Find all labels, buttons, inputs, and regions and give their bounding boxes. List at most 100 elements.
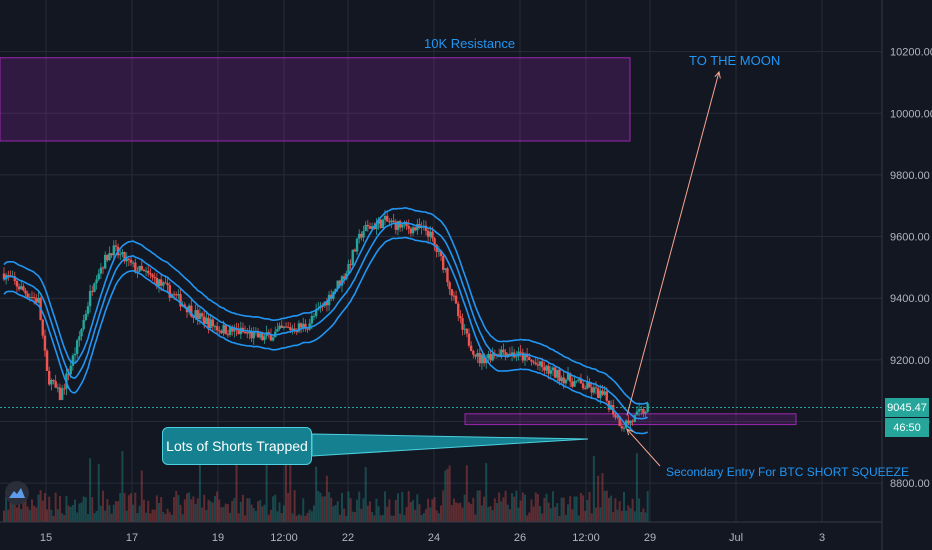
volume-bar (429, 507, 432, 522)
volume-bar (332, 506, 335, 522)
x-tick-label: 12:00 (270, 532, 298, 544)
moon-label: TO THE MOON (689, 53, 781, 68)
volume-bar (379, 515, 382, 522)
candle-body (644, 411, 647, 414)
candle-body (101, 267, 105, 269)
candle-body (429, 231, 432, 237)
volume-bar (493, 498, 496, 522)
candle-body (310, 316, 314, 324)
volume-bar (291, 513, 294, 522)
candle-body (56, 387, 60, 389)
volume-bar (358, 491, 361, 522)
volume-bar (375, 498, 378, 522)
candle-body (599, 390, 602, 398)
x-tick-label: 26 (514, 532, 526, 544)
candle-body (168, 285, 171, 298)
candle-body (280, 325, 283, 328)
candle-body (620, 426, 624, 429)
volume-bar (203, 494, 206, 522)
candle-body (398, 220, 402, 228)
volume-bar (319, 492, 322, 522)
candle-body (271, 337, 275, 341)
volume-bar (403, 515, 406, 522)
shorts-trapped-callout[interactable]: Lots of Shorts Trapped (162, 427, 312, 465)
candle-body (164, 282, 167, 284)
volume-bar (590, 513, 593, 522)
candle-body (562, 377, 565, 384)
volume-bar (110, 513, 113, 522)
volume-bar (347, 491, 350, 522)
candle-body (84, 313, 88, 320)
candle-body (209, 319, 212, 329)
volume-bar (455, 502, 458, 522)
volume-bar (289, 463, 292, 522)
candle-body (528, 357, 531, 361)
volume-bar (539, 505, 542, 522)
candle-body (112, 245, 115, 256)
candle-body (26, 293, 29, 298)
tradingview-logo-icon[interactable] (5, 481, 29, 505)
volume-bar (287, 492, 290, 522)
volume-bar (541, 513, 544, 522)
candle-body (30, 297, 34, 299)
volume-bar (67, 505, 70, 522)
candle-body (207, 317, 210, 329)
candle-body (13, 276, 16, 281)
candle-body (450, 289, 453, 296)
candle-body (69, 365, 72, 375)
volume-bar (153, 509, 156, 522)
volume-bar (138, 505, 141, 522)
volume-bar (99, 505, 102, 522)
volume-bar (534, 492, 537, 522)
candle-body (2, 273, 6, 280)
volume-bar (130, 493, 133, 522)
volume-bar (390, 515, 393, 522)
candle-body (642, 408, 645, 414)
candle-body (543, 367, 546, 371)
candle-body (577, 379, 580, 381)
candle-body (601, 390, 604, 395)
candle-body (370, 226, 374, 229)
candle-body (345, 273, 348, 280)
volume-bar (420, 514, 423, 522)
candle-body (203, 316, 206, 324)
candle-body (86, 306, 90, 314)
volume-bar (306, 512, 309, 522)
y-tick-label: 10200.00 (890, 47, 932, 59)
candle-body (215, 326, 219, 331)
candle-body (140, 265, 143, 270)
volume-bar (476, 490, 479, 522)
candle-body (540, 361, 544, 368)
candle-body (588, 382, 591, 388)
volume-bar (412, 500, 415, 522)
candle-body (211, 319, 215, 327)
candle-body (407, 225, 410, 229)
candle-body (110, 253, 113, 256)
volume-bar (295, 515, 298, 522)
volume-bar (399, 513, 402, 522)
candle-body (459, 316, 462, 319)
candle-body (99, 267, 103, 274)
volume-bar (237, 513, 240, 522)
candle-body (52, 379, 55, 382)
volume-bar (610, 495, 613, 522)
volume-bar (465, 465, 468, 522)
volume-bar (179, 504, 182, 522)
volume-bar (48, 496, 51, 522)
candle-body (22, 286, 25, 291)
volume-bar (207, 499, 210, 522)
candle-body (489, 353, 492, 361)
volume-bar (532, 506, 535, 522)
candle-body (463, 328, 466, 330)
candle-body (114, 245, 118, 247)
volume-bar (325, 475, 328, 522)
volume-bar (588, 491, 591, 522)
volume-bar (211, 502, 214, 522)
volume-bar (470, 504, 473, 522)
candle-body (190, 305, 193, 317)
candle-body (581, 383, 585, 389)
candle-body (592, 387, 596, 393)
candle-body (218, 330, 221, 332)
candle-body (379, 219, 382, 229)
